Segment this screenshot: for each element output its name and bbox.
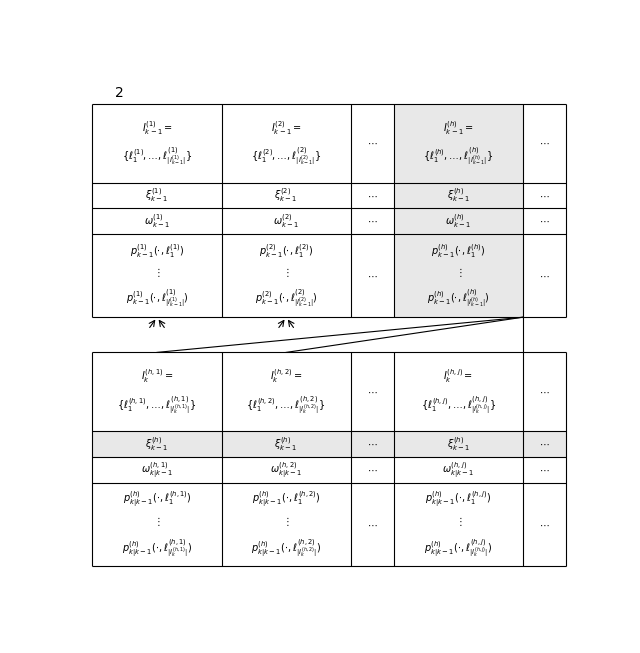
Bar xyxy=(221,234,351,317)
Bar xyxy=(351,483,394,566)
Text: $\cdots$: $\cdots$ xyxy=(540,191,550,200)
Bar xyxy=(221,457,351,483)
Text: $p_{k-1}^{(2)}(\cdot,\ell_1^{(2)})$
$\vdots$
$p_{k-1}^{(2)}(\cdot,\ell_{|I_{k-1}: $p_{k-1}^{(2)}(\cdot,\ell_1^{(2)})$ $\vd… xyxy=(255,242,317,310)
Text: $\omega_{k-1}^{(2)}$: $\omega_{k-1}^{(2)}$ xyxy=(273,212,300,230)
Text: $\omega_{k-1}^{(h)}$: $\omega_{k-1}^{(h)}$ xyxy=(445,212,472,230)
Bar xyxy=(394,183,523,208)
Bar xyxy=(92,103,221,183)
Text: $\omega_{k|k-1}^{(h,j)}$: $\omega_{k|k-1}^{(h,j)}$ xyxy=(442,460,475,480)
Bar xyxy=(523,183,566,208)
Text: $\cdots$: $\cdots$ xyxy=(367,519,378,530)
Bar xyxy=(351,432,394,457)
Bar xyxy=(351,457,394,483)
Text: $\cdots$: $\cdots$ xyxy=(540,138,550,148)
Text: $\omega_{k-1}^{(1)}$: $\omega_{k-1}^{(1)}$ xyxy=(144,212,170,230)
Bar xyxy=(523,234,566,317)
Bar xyxy=(394,483,523,566)
Bar xyxy=(394,457,523,483)
Bar xyxy=(394,103,523,183)
Text: $p_{k|k-1}^{(h)}(\cdot,\ell_1^{(h,j)})$
$\vdots$
$p_{k|k-1}^{(h)}(\cdot,\ell_{|I: $p_{k|k-1}^{(h)}(\cdot,\ell_1^{(h,j)})$ … xyxy=(424,490,493,559)
Text: $\cdots$: $\cdots$ xyxy=(540,439,550,449)
Text: $\cdots$: $\cdots$ xyxy=(540,519,550,530)
Bar xyxy=(351,208,394,234)
Bar xyxy=(92,353,221,432)
Bar xyxy=(92,457,221,483)
Bar xyxy=(523,457,566,483)
Text: $p_{k|k-1}^{(h)}(\cdot,\ell_1^{(h,1)})$
$\vdots$
$p_{k|k-1}^{(h)}(\cdot,\ell_{|I: $p_{k|k-1}^{(h)}(\cdot,\ell_1^{(h,1)})$ … xyxy=(122,490,192,559)
Text: $\cdots$: $\cdots$ xyxy=(540,216,550,226)
Text: $\cdots$: $\cdots$ xyxy=(367,191,378,200)
Text: $p_{k|k-1}^{(h)}(\cdot,\ell_1^{(h,2)})$
$\vdots$
$p_{k|k-1}^{(h)}(\cdot,\ell_{|I: $p_{k|k-1}^{(h)}(\cdot,\ell_1^{(h,2)})$ … xyxy=(251,490,321,559)
Bar xyxy=(523,103,566,183)
Bar xyxy=(221,208,351,234)
Text: 2: 2 xyxy=(115,86,124,100)
Text: $p_{k-1}^{(1)}(\cdot,\ell_1^{(1)})$
$\vdots$
$p_{k-1}^{(1)}(\cdot,\ell_{|I_{k-1}: $p_{k-1}^{(1)}(\cdot,\ell_1^{(1)})$ $\vd… xyxy=(125,242,188,310)
Bar xyxy=(394,208,523,234)
Bar xyxy=(351,353,394,432)
Text: $\cdots$: $\cdots$ xyxy=(367,270,378,281)
Bar xyxy=(523,483,566,566)
Text: $\xi_{k-1}^{(h)}$: $\xi_{k-1}^{(h)}$ xyxy=(145,436,169,453)
Text: $I_{k-1}^{(2)} =$
$\{\ell_1^{(2)},\ldots,\ell_{|I_{k-1}^{(2)}|}^{(2)}\}$: $I_{k-1}^{(2)} =$ $\{\ell_1^{(2)},\ldots… xyxy=(251,119,321,167)
Bar xyxy=(523,432,566,457)
Bar xyxy=(394,234,523,317)
Text: $I_{k-1}^{(1)} =$
$\{\ell_1^{(1)},\ldots,\ell_{|I_{k-1}^{(1)}|}^{(1)}\}$: $I_{k-1}^{(1)} =$ $\{\ell_1^{(1)},\ldots… xyxy=(122,119,192,167)
Text: $\xi_{k-1}^{(h)}$: $\xi_{k-1}^{(h)}$ xyxy=(447,187,470,204)
Bar xyxy=(351,183,394,208)
Bar xyxy=(221,483,351,566)
Text: $p_{k-1}^{(h)}(\cdot,\ell_1^{(h)})$
$\vdots$
$p_{k-1}^{(h)}(\cdot,\ell_{|I_{k-1}: $p_{k-1}^{(h)}(\cdot,\ell_1^{(h)})$ $\vd… xyxy=(427,242,490,310)
Text: $\omega_{k|k-1}^{(h,2)}$: $\omega_{k|k-1}^{(h,2)}$ xyxy=(270,460,302,480)
Text: $\xi_{k-1}^{(h)}$: $\xi_{k-1}^{(h)}$ xyxy=(447,436,470,453)
Text: $\cdots$: $\cdots$ xyxy=(367,387,378,397)
Bar xyxy=(221,353,351,432)
Text: $\cdots$: $\cdots$ xyxy=(367,465,378,475)
Bar xyxy=(92,234,221,317)
Text: $\cdots$: $\cdots$ xyxy=(540,465,550,475)
Text: $\cdots$: $\cdots$ xyxy=(367,138,378,148)
Bar xyxy=(221,103,351,183)
Text: $I_{k}^{(h,2)} =$
$\{\ell_1^{(h,2)},\ldots,\ell_{|I_{k}^{(h,2)}|}^{(h,2)}\}$: $I_{k}^{(h,2)} =$ $\{\ell_1^{(h,2)},\ldo… xyxy=(246,368,326,416)
Bar xyxy=(394,432,523,457)
Text: $\cdots$: $\cdots$ xyxy=(367,216,378,226)
Text: $\xi_{k-1}^{(2)}$: $\xi_{k-1}^{(2)}$ xyxy=(275,187,298,204)
Text: $I_{k}^{(h,1)} =$
$\{\ell_1^{(h,1)},\ldots,\ell_{|I_{k}^{(h,1)}|}^{(h,1)}\}$: $I_{k}^{(h,1)} =$ $\{\ell_1^{(h,1)},\ldo… xyxy=(117,368,196,416)
Text: $\cdots$: $\cdots$ xyxy=(367,439,378,449)
Text: $\cdots$: $\cdots$ xyxy=(540,387,550,397)
Bar xyxy=(523,208,566,234)
Bar xyxy=(221,432,351,457)
Text: $\xi_{k-1}^{(1)}$: $\xi_{k-1}^{(1)}$ xyxy=(145,187,169,204)
Text: $\cdots$: $\cdots$ xyxy=(540,270,550,281)
Text: $\omega_{k|k-1}^{(h,1)}$: $\omega_{k|k-1}^{(h,1)}$ xyxy=(141,460,173,480)
Bar xyxy=(394,353,523,432)
Bar xyxy=(351,103,394,183)
Bar xyxy=(523,353,566,432)
Text: $I_{k-1}^{(h)} =$
$\{\ell_1^{(h)},\ldots,\ell_{|I_{k-1}^{(h)}|}^{(h)}\}$: $I_{k-1}^{(h)} =$ $\{\ell_1^{(h)},\ldots… xyxy=(423,119,493,167)
Text: $\xi_{k-1}^{(h)}$: $\xi_{k-1}^{(h)}$ xyxy=(275,436,298,453)
Text: $I_{k}^{(h,j)} =$
$\{\ell_1^{(h,j)},\ldots,\ell_{|I_{k}^{(h,j)}|}^{(h,j)}\}$: $I_{k}^{(h,j)} =$ $\{\ell_1^{(h,j)},\ldo… xyxy=(420,368,496,416)
Bar xyxy=(92,483,221,566)
Bar xyxy=(92,183,221,208)
Bar xyxy=(351,234,394,317)
Bar xyxy=(92,432,221,457)
Bar xyxy=(221,183,351,208)
Bar xyxy=(92,208,221,234)
